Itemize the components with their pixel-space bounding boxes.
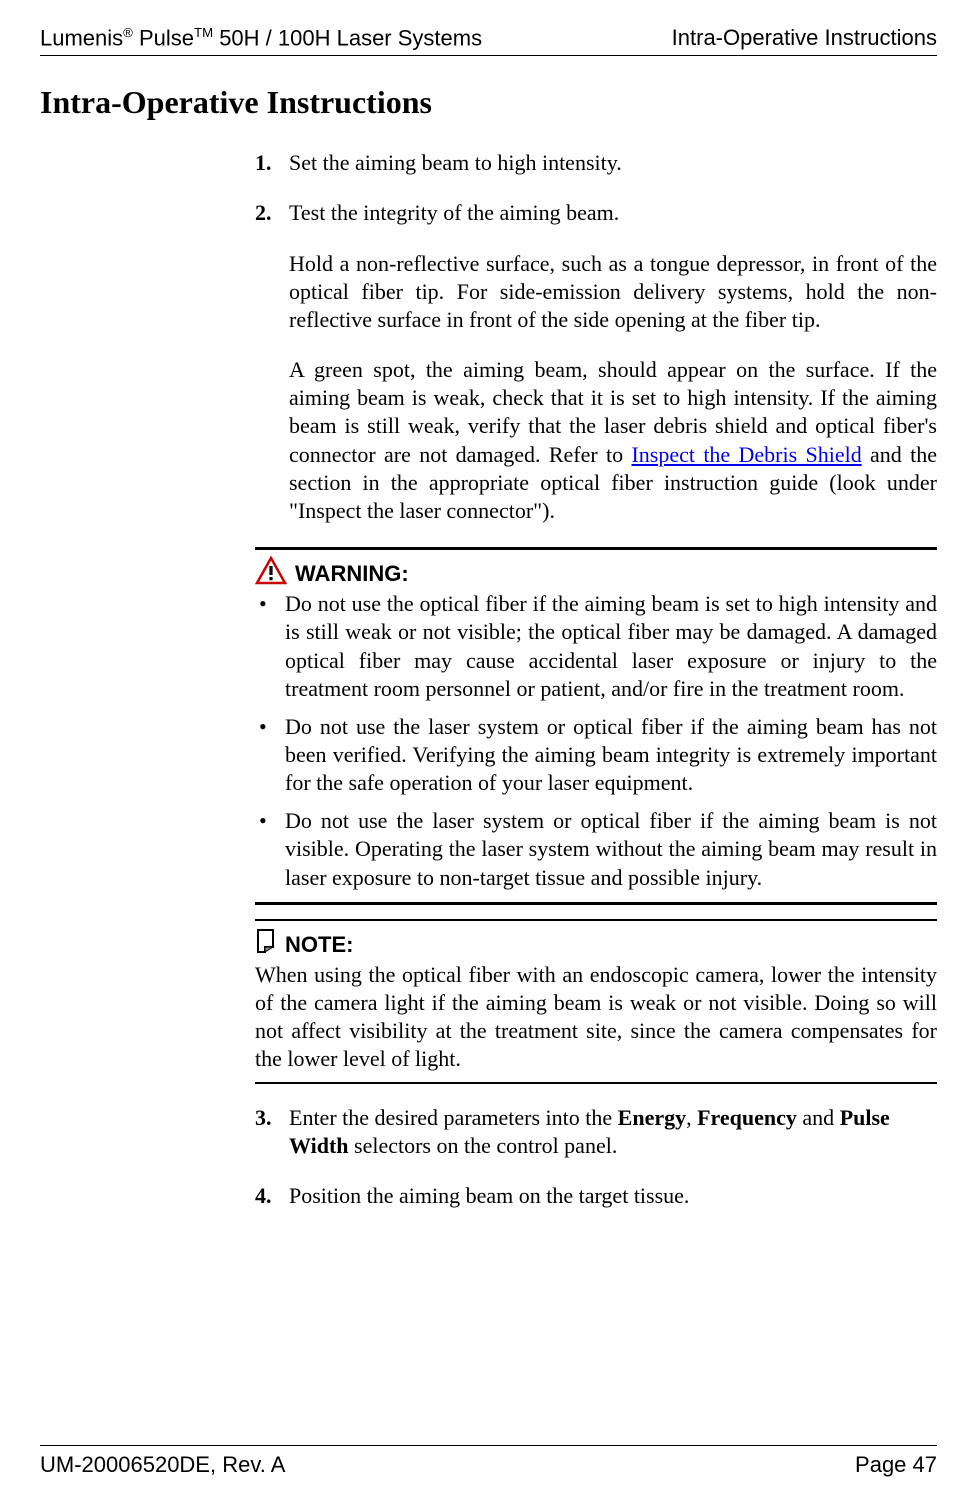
footer-right: Page 47 [855, 1452, 937, 1478]
step-1-text: Set the aiming beam to high intensity. [289, 149, 937, 177]
note-head: NOTE: [255, 927, 937, 959]
page-header: Lumenis® PulseTM 50H / 100H Laser System… [40, 25, 937, 56]
warning-label: WARNING: [295, 556, 409, 588]
warning-item-3: • Do not use the laser system or optical… [255, 807, 937, 891]
step-3-b2: Frequency [697, 1105, 797, 1130]
step-2: 2. Test the integrity of the aiming beam… [255, 199, 937, 227]
content-column: 1. Set the aiming beam to high intensity… [255, 149, 937, 1210]
warning-item-2-text: Do not use the laser system or optical f… [285, 713, 937, 797]
header-left-mid: Pulse [133, 25, 194, 50]
step-4: 4. Position the aiming beam on the targe… [255, 1182, 937, 1210]
bullet-char: • [255, 713, 285, 797]
header-sup2: TM [194, 25, 213, 40]
step-2-number: 2. [255, 199, 289, 227]
step-3: 3. Enter the desired parameters into the… [255, 1104, 937, 1160]
paragraph-2: A green spot, the aiming beam, should ap… [289, 356, 937, 525]
step-2-text: Test the integrity of the aiming beam. [289, 199, 937, 227]
step-3-pre: Enter the desired parameters into the [289, 1105, 618, 1130]
note-body: When using the optical fiber with an end… [255, 961, 937, 1074]
step-1: 1. Set the aiming beam to high intensity… [255, 149, 937, 177]
note-callout: NOTE: When using the optical fiber with … [255, 919, 937, 1084]
header-left-pre: Lumenis [40, 25, 123, 50]
page-footer: UM-20006520DE, Rev. A Page 47 [40, 1445, 937, 1478]
step-3-number: 3. [255, 1104, 289, 1160]
bullet-char: • [255, 590, 285, 703]
step-3-b1: Energy [618, 1105, 686, 1130]
warning-item-1: • Do not use the optical fiber if the ai… [255, 590, 937, 703]
header-sup1: ® [123, 25, 133, 40]
footer-left: UM-20006520DE, Rev. A [40, 1452, 285, 1478]
bullet-char: • [255, 807, 285, 891]
step-3-c1: , [686, 1105, 697, 1130]
step-3-text: Enter the desired parameters into the En… [289, 1104, 937, 1160]
warning-head: WARNING: [255, 556, 937, 588]
warning-callout: WARNING: • Do not use the optical fiber … [255, 547, 937, 905]
header-left: Lumenis® PulseTM 50H / 100H Laser System… [40, 25, 482, 51]
step-4-number: 4. [255, 1182, 289, 1210]
page-title: Intra-Operative Instructions [40, 84, 937, 121]
header-left-post: 50H / 100H Laser Systems [213, 25, 482, 50]
warning-item-1-text: Do not use the optical fiber if the aimi… [285, 590, 937, 703]
note-label: NOTE: [285, 927, 353, 959]
step-1-number: 1. [255, 149, 289, 177]
debris-shield-link[interactable]: Inspect the Debris Shield [631, 442, 861, 467]
warning-item-3-text: Do not use the laser system or optical f… [285, 807, 937, 891]
header-right: Intra-Operative Instructions [672, 25, 937, 51]
step-3-c2: and [797, 1105, 840, 1130]
step-4-text: Position the aiming beam on the target t… [289, 1182, 937, 1210]
warning-icon [255, 556, 287, 586]
paragraph-1: Hold a non-reflective surface, such as a… [289, 250, 937, 334]
step-3-post: selectors on the control panel. [349, 1133, 618, 1158]
note-icon [255, 927, 277, 957]
warning-item-2: • Do not use the laser system or optical… [255, 713, 937, 797]
